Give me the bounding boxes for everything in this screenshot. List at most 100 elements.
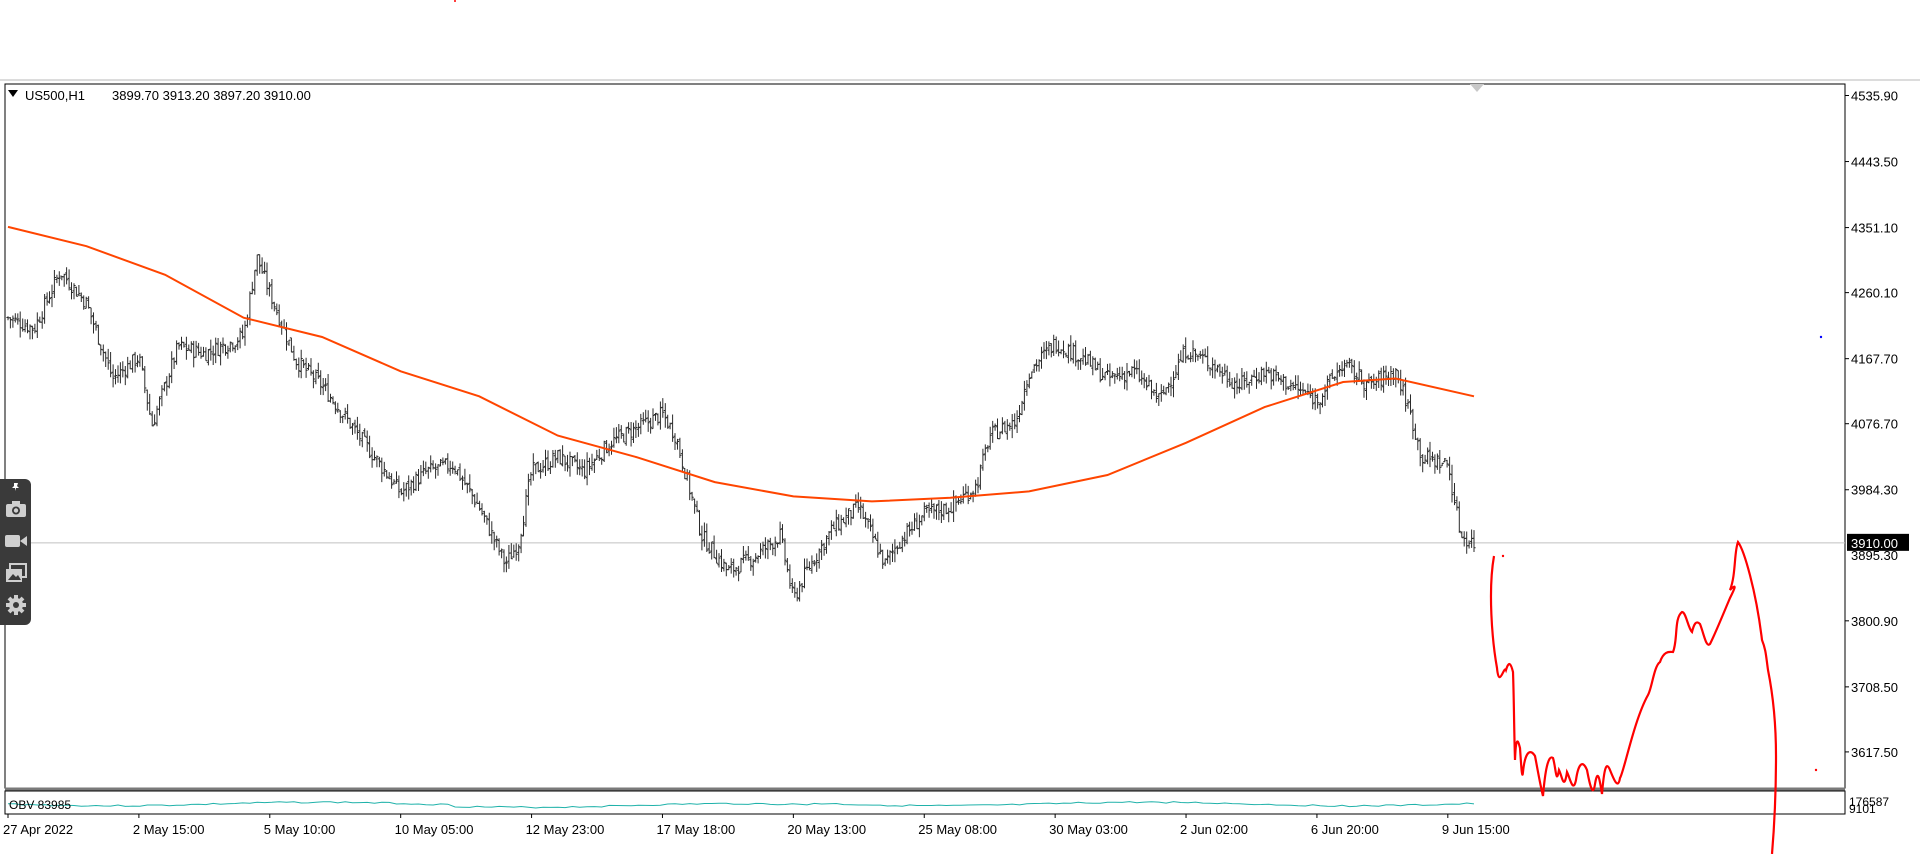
price-bar <box>878 543 882 555</box>
price-bar <box>524 489 528 527</box>
price-bar <box>106 348 110 370</box>
price-bar <box>519 533 523 554</box>
price-bar <box>1411 408 1415 440</box>
price-bar <box>961 486 965 504</box>
price-bar <box>1421 454 1425 473</box>
price-bar <box>1003 420 1007 433</box>
price-bar <box>890 543 895 562</box>
price-bar <box>587 457 592 476</box>
price-bar <box>1044 341 1048 360</box>
obv-pane-frame[interactable] <box>4 790 1846 815</box>
price-bar <box>561 445 565 467</box>
price-bar <box>434 463 438 479</box>
price-bar <box>438 459 443 467</box>
time-tick-label: 2 Jun 02:00 <box>1180 822 1248 837</box>
time-tick-label: 6 Jun 20:00 <box>1311 822 1379 837</box>
price-bar <box>47 291 52 304</box>
price-bar <box>468 474 472 493</box>
price-bar <box>888 550 892 565</box>
price-bar <box>1406 399 1410 409</box>
price-bar <box>1032 364 1036 373</box>
price-bar <box>737 565 741 582</box>
camera-icon[interactable] <box>4 497 28 521</box>
symbol-menu-arrow-icon[interactable] <box>8 90 18 97</box>
main-chart-frame[interactable] <box>4 83 1846 789</box>
price-tick-label: 3984.30 <box>1851 483 1898 498</box>
price-bar <box>500 548 504 559</box>
price-bar <box>1215 364 1219 373</box>
price-bar <box>1342 359 1347 377</box>
time-tick-label: 10 May 05:00 <box>395 822 474 837</box>
price-bar <box>25 319 30 334</box>
price-bar <box>121 361 125 378</box>
price-bar <box>492 531 496 551</box>
price-bar <box>206 349 210 366</box>
price-bar <box>404 482 408 497</box>
price-bar <box>441 457 445 466</box>
price-axis[interactable]: 4535.90 4443.50 4351.10 4260.10 4167.70 4076.… <box>1845 89 1898 760</box>
price-bar <box>1333 376 1337 381</box>
obv-label: OBV 83985 <box>9 798 71 812</box>
price-bar <box>211 345 215 365</box>
price-bar <box>1450 464 1454 503</box>
symbol-label: US500,H1 <box>25 88 85 103</box>
price-tick-label: 4443.50 <box>1851 155 1898 170</box>
price-bar <box>177 342 181 350</box>
price-bar <box>1079 358 1083 370</box>
price-bar <box>1286 386 1290 390</box>
price-bar <box>751 558 755 576</box>
price-bar <box>1364 379 1369 400</box>
price-bar <box>834 509 838 537</box>
price-bar <box>517 544 521 562</box>
price-bar <box>900 535 904 553</box>
price-bar <box>1418 438 1422 467</box>
price-bar <box>397 475 401 499</box>
price-tick-label: 3800.90 <box>1851 614 1898 629</box>
pin-icon[interactable] <box>4 481 28 493</box>
price-bar <box>624 426 628 446</box>
video-icon[interactable] <box>4 529 28 553</box>
price-bar <box>1430 451 1435 462</box>
chart-shift-marker[interactable] <box>1470 84 1484 92</box>
price-bar <box>341 415 345 424</box>
price-bar <box>228 341 232 353</box>
price-bar <box>734 567 738 576</box>
price-bar <box>1039 346 1044 369</box>
price-bar <box>1279 375 1283 385</box>
price-bar <box>473 494 477 508</box>
price-bar <box>94 320 98 331</box>
price-bar <box>719 549 724 572</box>
price-bar <box>1064 352 1068 358</box>
price-bar <box>1296 375 1300 400</box>
price-bar <box>1174 365 1178 379</box>
price-bar <box>1184 337 1188 364</box>
price-bar <box>949 502 953 514</box>
time-axis[interactable]: 27 Apr 2022 2 May 15:00 5 May 10:00 10 May … <box>3 814 1510 837</box>
price-bar <box>358 423 362 446</box>
price-bar <box>578 459 582 476</box>
price-bar <box>1074 340 1078 367</box>
price-bar <box>526 473 530 506</box>
price-bar <box>1179 350 1183 362</box>
price-bar <box>932 503 936 519</box>
price-bar <box>815 553 819 572</box>
price-bar <box>1223 363 1227 376</box>
price-bar <box>189 341 193 354</box>
price-bar <box>534 463 538 475</box>
price-bar <box>812 560 816 567</box>
price-bar <box>1198 350 1202 359</box>
price-bar <box>1301 382 1305 395</box>
price-bar <box>1169 376 1173 397</box>
price-bar <box>1030 371 1034 379</box>
price-bar <box>187 344 191 351</box>
price-bar <box>678 437 682 458</box>
price-bar <box>1242 371 1246 390</box>
time-tick-label: 9 Jun 15:00 <box>1442 822 1510 837</box>
price-bar <box>1105 363 1110 375</box>
moving-average-line <box>7 225 1475 503</box>
gallery-icon[interactable] <box>4 561 28 585</box>
gear-icon[interactable] <box>4 593 28 617</box>
price-bar <box>1098 358 1102 383</box>
price-bar <box>1145 377 1149 391</box>
projection-drawing[interactable] <box>1489 539 1778 854</box>
